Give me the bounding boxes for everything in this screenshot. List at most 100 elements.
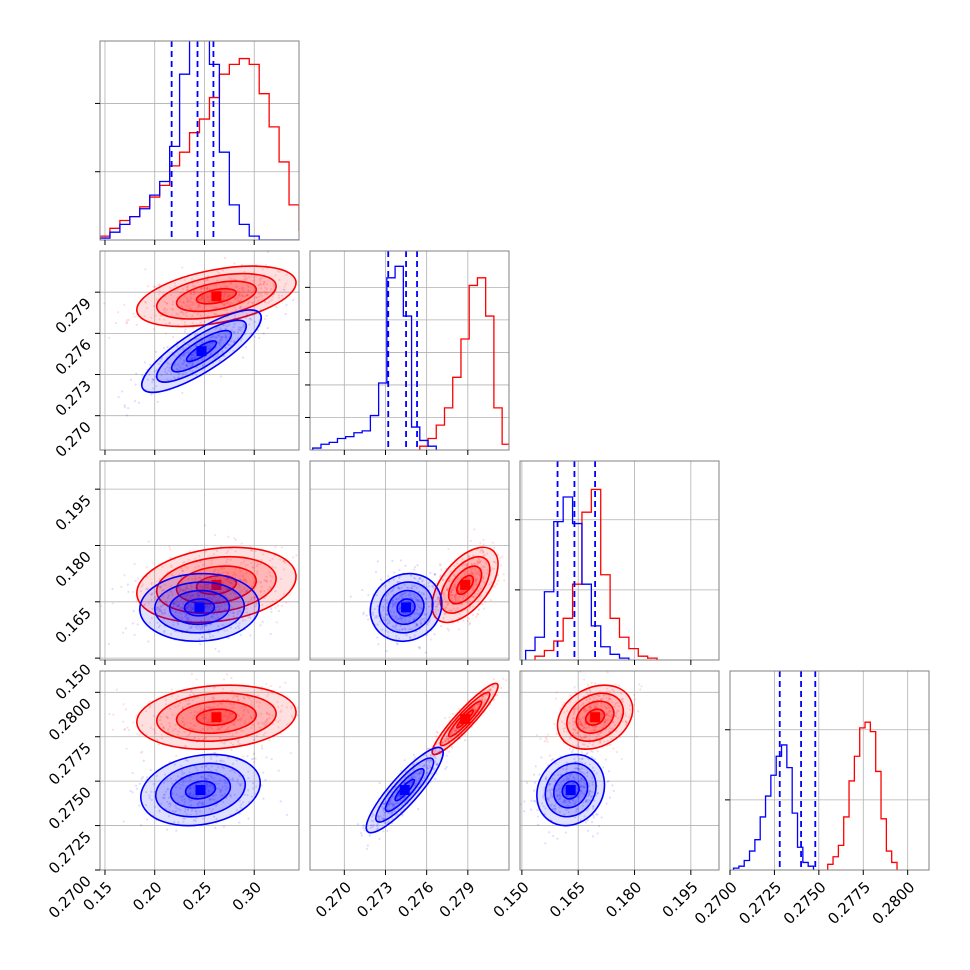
scatter-point <box>160 723 163 726</box>
scatter-point <box>189 603 192 606</box>
scatter-point <box>233 262 236 265</box>
scatter-point <box>166 800 169 803</box>
scatter-point <box>628 704 632 707</box>
scatter-point <box>169 293 173 296</box>
scatter-point <box>238 742 241 745</box>
scatter-point <box>156 608 159 611</box>
scatter-point <box>478 698 481 701</box>
scatter-point <box>413 634 416 637</box>
scatter-point <box>245 294 248 297</box>
scatter-point <box>122 703 125 706</box>
scatter-point <box>180 305 184 308</box>
scatter-point <box>246 789 250 792</box>
scatter-point <box>605 802 608 805</box>
contour-line <box>136 546 297 624</box>
scatter-point <box>419 600 422 603</box>
scatter-point <box>213 594 216 597</box>
scatter-point <box>453 574 456 578</box>
scatter-point <box>222 295 226 298</box>
contour-line <box>153 581 246 634</box>
joint-frame-2-1 <box>309 460 510 661</box>
scatter-point <box>254 549 257 553</box>
scatter-point <box>454 593 457 596</box>
scatter-point <box>469 711 472 714</box>
scatter-point <box>192 293 195 296</box>
scatter-point <box>600 697 603 700</box>
scatter-point <box>371 611 375 614</box>
scatter-point <box>212 312 216 315</box>
scatter-point <box>409 636 412 639</box>
scatter-point <box>262 553 265 556</box>
scatter-point <box>403 759 406 762</box>
scatter-point <box>176 345 179 348</box>
scatter-point <box>162 308 165 312</box>
scatter-point <box>196 591 199 595</box>
scatter-point <box>543 740 546 743</box>
scatter-point <box>178 348 182 351</box>
scatter-point <box>207 774 210 777</box>
scatter-point <box>604 718 607 722</box>
scatter-point <box>446 739 449 742</box>
scatter-point <box>441 578 445 582</box>
scatter-point <box>368 834 371 837</box>
scatter-point <box>436 763 439 767</box>
scatter-point <box>157 743 160 746</box>
scatter-point <box>596 832 599 835</box>
scatter-point <box>469 570 473 574</box>
scatter-point <box>200 802 203 805</box>
scatter-point <box>418 777 421 780</box>
scatter-point <box>187 577 190 581</box>
scatter-point <box>175 754 178 757</box>
scatter-point <box>229 707 232 710</box>
scatter-point <box>376 605 379 608</box>
scatter-point <box>242 323 245 327</box>
scatter-point <box>240 305 243 308</box>
scatter-point <box>511 556 513 558</box>
scatter-point <box>271 600 274 603</box>
scatter-point <box>610 737 613 741</box>
scatter-point <box>155 774 158 777</box>
scatter-point <box>205 777 208 780</box>
scatter-point <box>460 602 464 605</box>
scatter-point <box>589 749 593 752</box>
scatter-point <box>382 814 386 817</box>
scatter-point <box>481 577 485 580</box>
scatter-point <box>471 567 474 570</box>
scatter-point <box>382 817 385 820</box>
scatter-point <box>266 327 269 330</box>
scatter-point <box>221 349 224 353</box>
scatter-point <box>179 616 182 619</box>
scatter-point <box>417 599 420 603</box>
scatter-point <box>592 816 596 819</box>
scatter-point <box>314 293 316 295</box>
scatter-point <box>425 634 428 637</box>
scatter-point <box>238 799 241 803</box>
scatter-point <box>452 588 455 591</box>
scatter-point <box>170 632 173 636</box>
scatter-point <box>418 772 421 775</box>
scatter-point <box>168 725 171 728</box>
scatter-point <box>183 560 186 564</box>
histogram-blue <box>524 496 630 660</box>
scatter-point <box>200 359 204 362</box>
scatter-point <box>269 580 272 583</box>
scatter-point <box>196 281 199 284</box>
scatter-point <box>423 613 426 616</box>
scatter-point <box>403 627 406 630</box>
scatter-point <box>277 726 280 729</box>
scatter-point <box>472 585 475 588</box>
scatter-point <box>209 352 212 355</box>
scatter-point <box>184 759 188 762</box>
scatter-point <box>192 289 195 293</box>
scatter-point <box>585 708 588 712</box>
scatter-point <box>451 729 454 732</box>
scatter-point <box>265 718 269 722</box>
scatter-point <box>486 552 489 555</box>
scatter-point <box>218 587 221 591</box>
scatter-point <box>586 693 589 696</box>
scatter-point <box>242 696 245 699</box>
scatter-point <box>450 588 453 591</box>
scatter-point <box>262 797 265 800</box>
scatter-point <box>489 688 493 691</box>
scatter-point <box>399 794 402 797</box>
